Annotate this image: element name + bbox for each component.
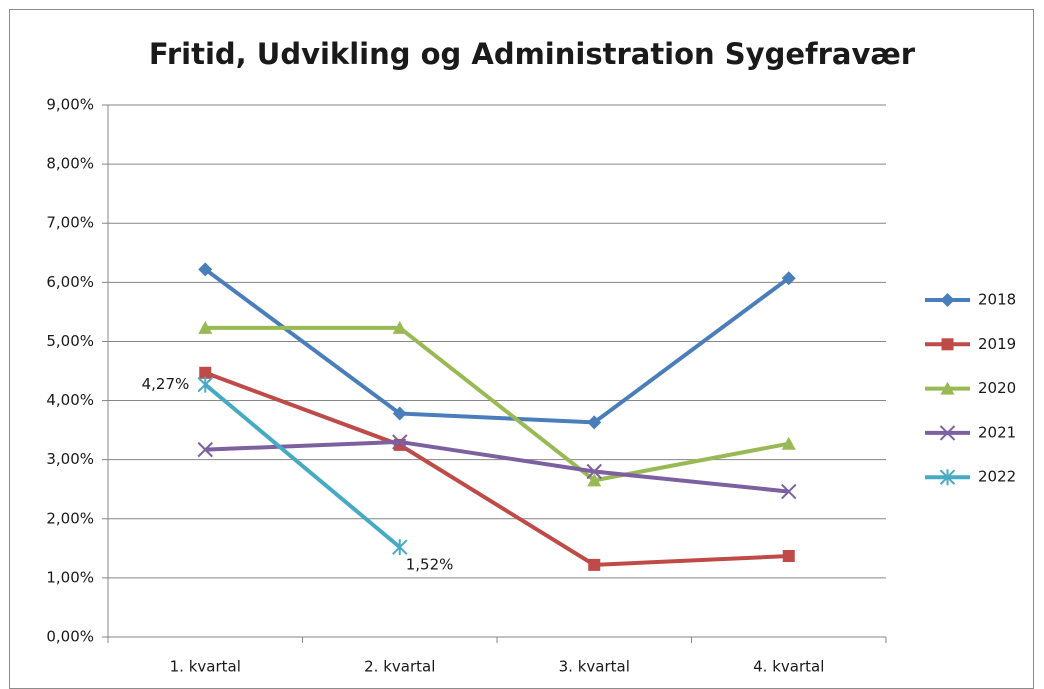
y-tick-label: 8,00%	[46, 155, 94, 173]
legend-label: 2018	[978, 291, 1016, 309]
data-point	[392, 320, 407, 334]
data-point	[587, 473, 602, 487]
legend-marker	[939, 425, 956, 441]
data-point	[781, 436, 796, 450]
y-tick-label: 9,00%	[46, 96, 94, 114]
y-tick-label: 1,00%	[46, 568, 94, 586]
data-point	[199, 366, 212, 379]
x-tick-label: 3. kvartal	[559, 658, 630, 676]
data-point	[197, 376, 213, 393]
y-tick-label: 3,00%	[46, 450, 94, 468]
legend-label: 2022	[978, 468, 1016, 486]
data-point	[198, 262, 213, 277]
series-line	[203, 383, 402, 549]
legend-label: 2019	[978, 335, 1016, 353]
y-tick-label: 6,00%	[46, 273, 94, 291]
data-label: 4,27%	[142, 375, 190, 393]
data-point	[781, 483, 797, 500]
x-tick-label: 2. kvartal	[364, 658, 435, 676]
data-point	[587, 415, 602, 430]
y-tick-label: 2,00%	[46, 509, 94, 527]
data-point	[392, 406, 407, 421]
legend-marker	[940, 381, 955, 395]
data-label: 1,52%	[406, 556, 454, 574]
data-point	[782, 550, 795, 563]
chart-border	[9, 9, 1034, 689]
y-tick-label: 5,00%	[46, 332, 94, 350]
x-tick-label: 4. kvartal	[753, 658, 824, 676]
y-tick-label: 4,00%	[46, 391, 94, 409]
data-point	[392, 539, 408, 556]
y-tick-label: 7,00%	[46, 214, 94, 232]
data-point	[588, 558, 601, 571]
chart-title: Fritid, Udvikling og Administration Syge…	[149, 37, 916, 71]
data-point	[392, 434, 408, 450]
legend-label: 2021	[978, 423, 1016, 441]
series-line	[205, 325, 790, 483]
y-tick-label: 0,00%	[46, 628, 94, 646]
data-point	[586, 463, 602, 480]
data-point	[781, 271, 796, 286]
data-point	[198, 320, 213, 334]
legend-marker	[940, 293, 955, 307]
series-line	[204, 370, 789, 567]
series-line	[205, 439, 789, 494]
legend-label: 2020	[978, 379, 1016, 397]
data-point	[197, 441, 213, 458]
legend-marker	[939, 469, 956, 486]
series-line	[204, 267, 790, 425]
x-tick-label: 1. kvartal	[170, 658, 241, 676]
legend-marker	[941, 338, 954, 351]
